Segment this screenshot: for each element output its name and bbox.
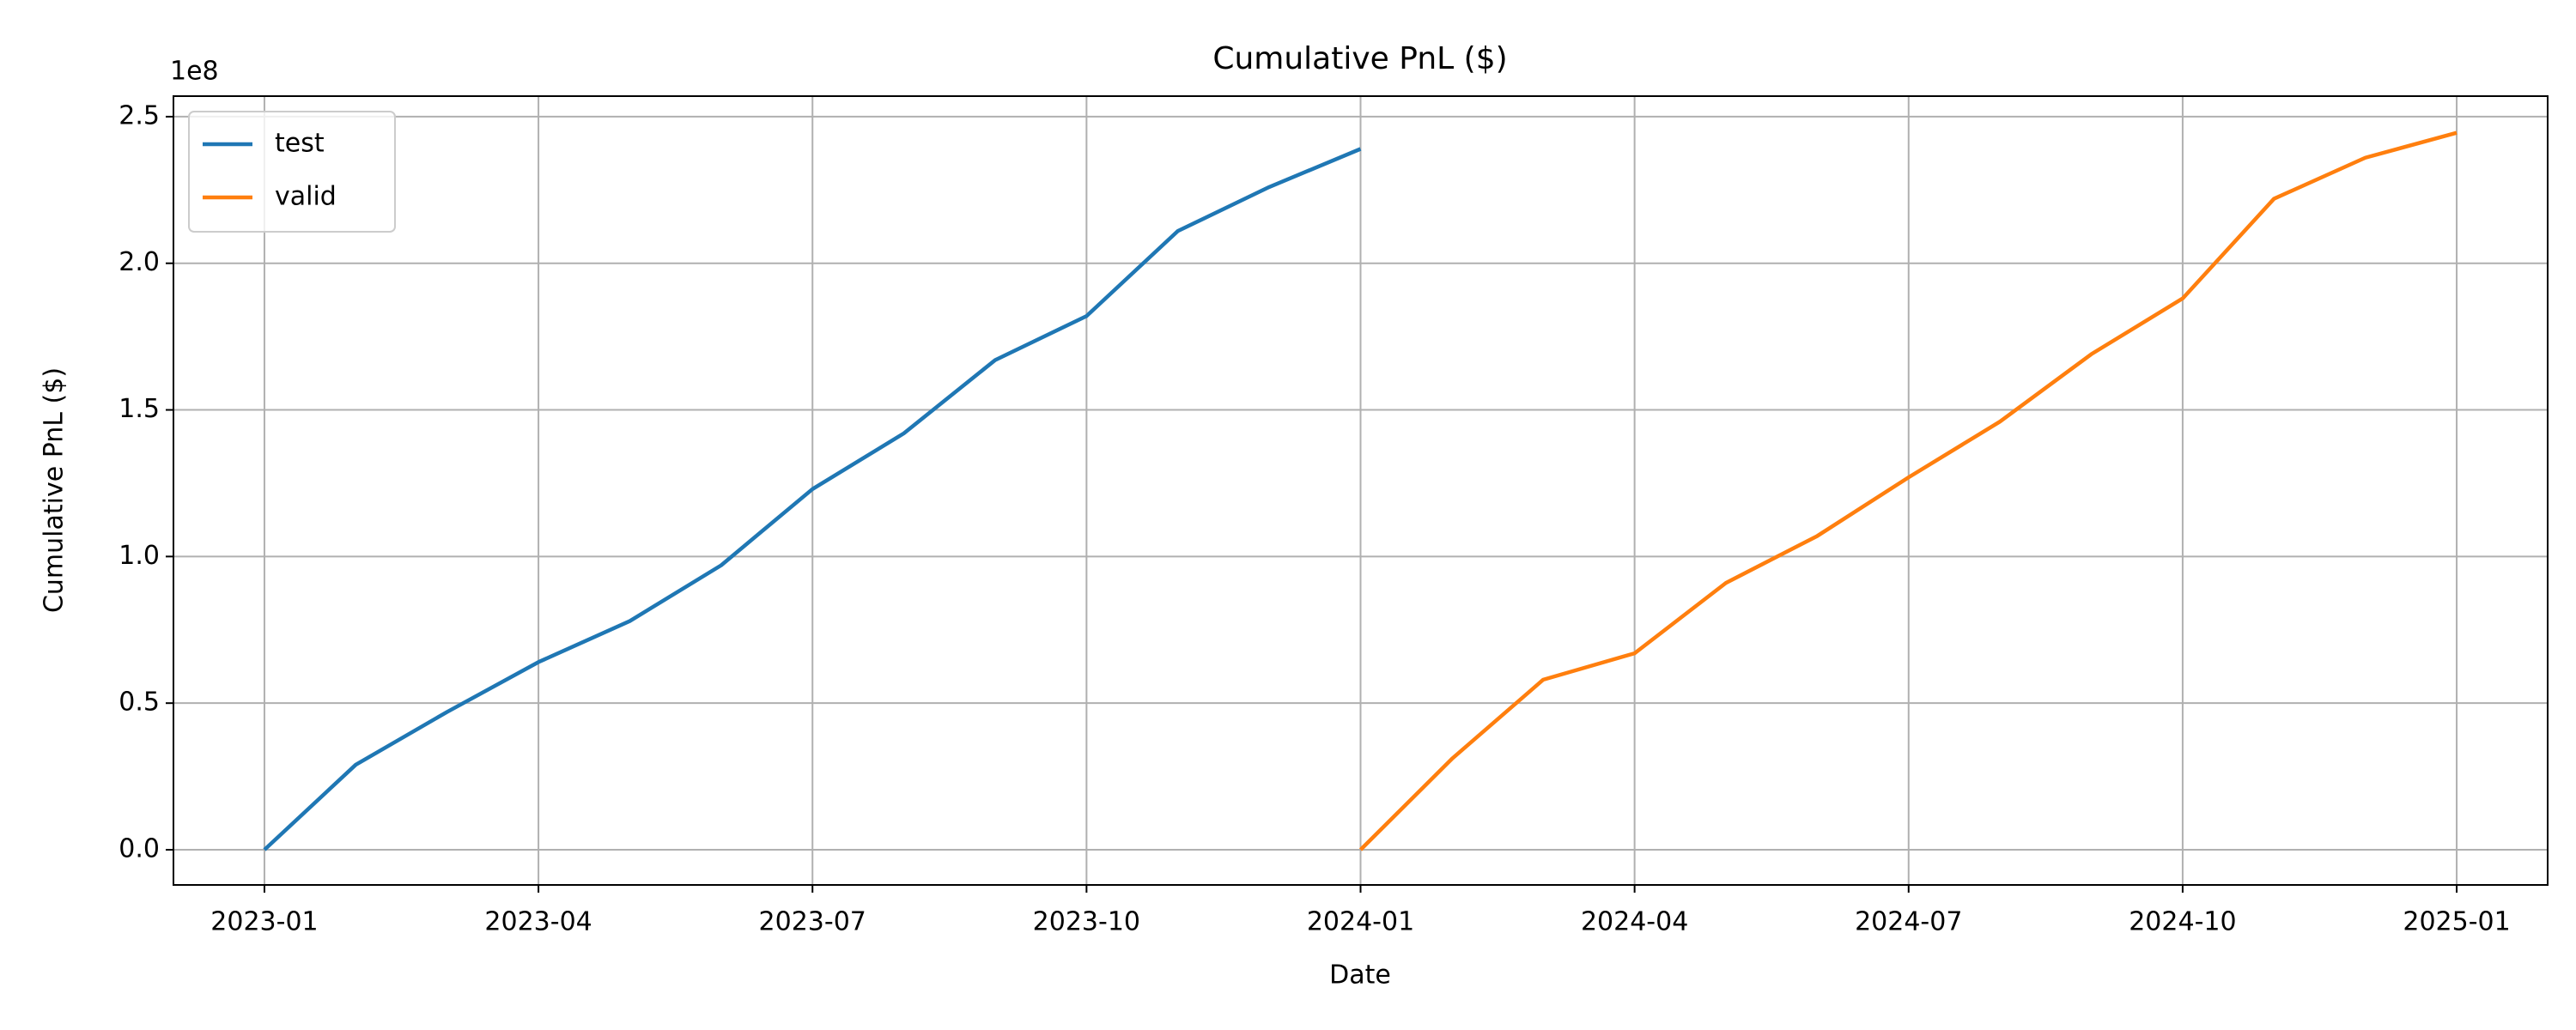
series-line	[263, 147, 1362, 851]
y-axis-label: Cumulative PnL ($)	[39, 367, 70, 613]
y-tick-label: 2.5	[118, 100, 160, 130]
x-axis-label: Date	[1329, 960, 1391, 991]
x-tick-label: 2024-07	[1855, 907, 1962, 937]
y-tick-label: 1.5	[118, 394, 160, 424]
x-tick-label: 2024-04	[1581, 907, 1688, 937]
legend-label: test	[275, 129, 325, 159]
chart-title: Cumulative PnL ($)	[1212, 41, 1507, 76]
x-tick-label: 2023-01	[210, 907, 318, 937]
x-tick-label: 2025-01	[2403, 907, 2510, 937]
plot-frame	[173, 95, 2549, 886]
y-offset-label: 1e8	[170, 57, 219, 87]
y-tick-label: 0.5	[118, 688, 160, 718]
x-tick-label: 2023-10	[1033, 907, 1140, 937]
legend-label: valid	[275, 182, 337, 212]
series-line	[1358, 130, 2458, 851]
x-tick-label: 2023-07	[759, 907, 866, 937]
x-tick-label: 2024-10	[2129, 907, 2236, 937]
y-tick-label: 0.0	[118, 834, 160, 864]
y-tick-label: 1.0	[118, 541, 160, 571]
x-tick-label: 2024-01	[1307, 907, 1414, 937]
legend-box	[188, 111, 396, 233]
y-tick-label: 2.0	[118, 247, 160, 277]
x-tick-label: 2023-04	[484, 907, 592, 937]
